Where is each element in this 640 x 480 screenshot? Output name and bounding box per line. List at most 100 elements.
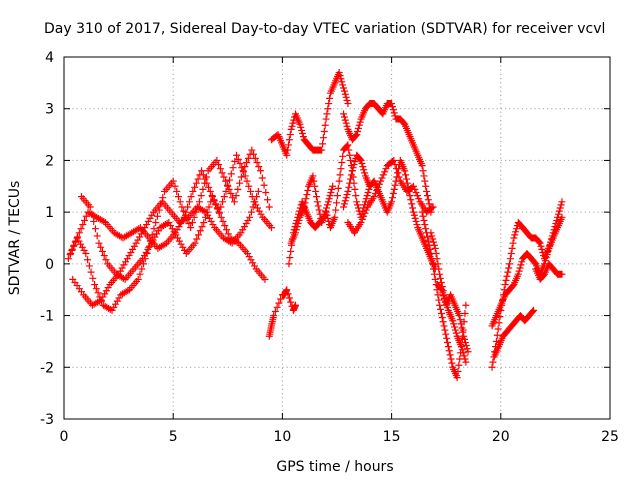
interp-point: [402, 175, 410, 183]
series-track-m: [433, 281, 472, 356]
interp-point: [434, 260, 442, 268]
interp-point: [222, 187, 230, 195]
interp-point: [373, 186, 381, 194]
interp-point: [136, 233, 144, 241]
interp-point: [198, 223, 206, 231]
interp-point: [68, 245, 76, 253]
data-point: [353, 198, 361, 206]
interp-point: [513, 225, 521, 233]
interp-point: [413, 221, 421, 229]
interp-point: [388, 103, 396, 111]
interp-point: [130, 242, 138, 250]
interp-point: [391, 181, 399, 189]
interp-point: [333, 192, 341, 200]
interp-point: [390, 109, 398, 117]
interp-point: [262, 188, 270, 196]
interp-point: [423, 192, 431, 200]
y-tick-label: 2: [45, 153, 54, 169]
interp-point: [196, 227, 204, 235]
interp-point: [264, 196, 272, 204]
data-point: [436, 270, 444, 278]
interp-point: [115, 294, 123, 302]
interp-point: [244, 216, 252, 224]
interp-point: [102, 287, 110, 295]
interp-point: [420, 216, 428, 224]
interp-point: [220, 173, 228, 181]
interp-point: [295, 210, 303, 218]
interp-point: [314, 202, 322, 210]
interp-point: [319, 140, 327, 148]
interp-point: [136, 270, 144, 278]
interp-point: [518, 258, 526, 266]
interp-point: [277, 295, 285, 303]
interp-point: [70, 241, 78, 249]
x-tick-label: 15: [383, 429, 401, 445]
series-track-b: [67, 151, 275, 258]
interp-point: [444, 338, 452, 346]
interp-point: [179, 243, 187, 251]
interp-point: [351, 157, 359, 165]
data-point: [75, 229, 83, 237]
interp-point: [255, 163, 263, 171]
interp-point: [325, 100, 333, 108]
interp-point: [349, 164, 357, 172]
x-tick-label: 10: [273, 429, 291, 445]
interp-point: [249, 203, 257, 211]
data-point: [388, 100, 396, 108]
interp-point: [118, 264, 126, 272]
series-track-e: [267, 69, 352, 159]
interp-point: [286, 254, 294, 262]
interp-point: [271, 307, 279, 315]
data-point: [558, 213, 566, 221]
interp-point: [191, 183, 199, 191]
interp-point: [555, 207, 563, 215]
interp-point: [253, 193, 261, 201]
interp-point: [342, 93, 350, 101]
data-point: [440, 322, 448, 330]
interp-point: [338, 158, 346, 166]
data-point: [132, 239, 140, 247]
interp-point: [345, 183, 353, 191]
interp-point: [175, 237, 183, 245]
interp-point: [459, 349, 467, 357]
interp-point: [413, 192, 421, 200]
interp-point: [511, 231, 519, 239]
data-point: [67, 250, 75, 258]
interp-point: [354, 124, 362, 132]
interp-point: [292, 220, 300, 228]
data-point: [294, 213, 302, 221]
interp-point: [212, 201, 220, 209]
interp-point: [88, 210, 96, 218]
interp-point: [319, 214, 327, 222]
plot-frame: [63, 56, 611, 420]
interp-point: [422, 225, 430, 233]
interp-point: [432, 250, 440, 258]
interp-point: [219, 217, 227, 225]
interp-point: [424, 237, 432, 245]
interp-point: [323, 110, 331, 118]
interp-point: [229, 164, 237, 172]
data-point: [309, 172, 317, 180]
interp-point: [201, 175, 209, 183]
interp-point: [238, 164, 246, 172]
data-point: [169, 177, 177, 185]
interp-point: [339, 81, 347, 89]
interp-point: [240, 168, 248, 176]
interp-point: [273, 303, 281, 311]
interp-point: [493, 331, 501, 339]
interp-point: [538, 245, 546, 253]
interp-point: [244, 154, 252, 162]
interp-point: [288, 235, 296, 243]
interp-point: [391, 161, 399, 169]
data-point: [462, 301, 470, 309]
interp-point: [87, 268, 95, 276]
interp-point: [250, 150, 258, 158]
data-point: [460, 332, 468, 340]
interp-point: [220, 193, 228, 201]
y-tick-label: -1: [40, 309, 54, 325]
interp-point: [227, 170, 235, 178]
interp-point: [199, 185, 207, 193]
interp-point: [434, 291, 442, 299]
interp-point: [337, 165, 345, 173]
interp-point: [458, 324, 466, 332]
